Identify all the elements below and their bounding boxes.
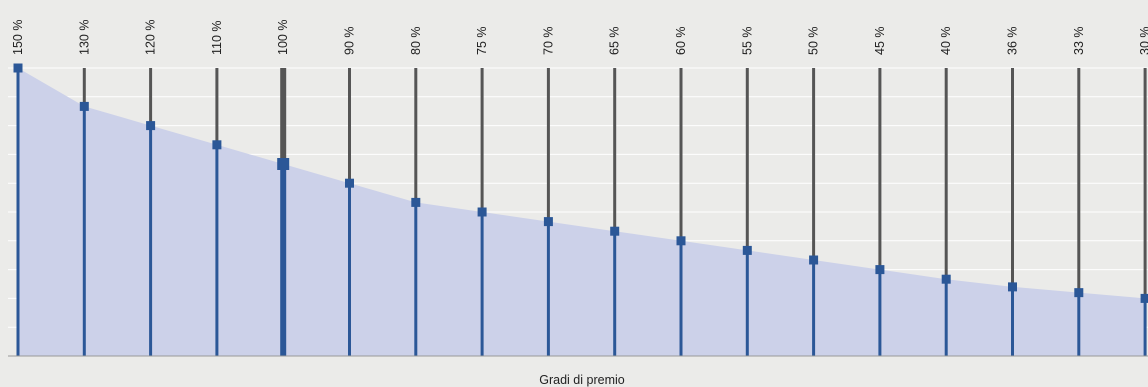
tick-label: 100 % bbox=[276, 20, 290, 55]
data-point bbox=[411, 197, 421, 207]
data-point bbox=[1008, 282, 1017, 292]
data-point bbox=[941, 274, 951, 284]
data-point bbox=[277, 158, 290, 170]
data-point bbox=[477, 207, 487, 217]
data-point bbox=[13, 63, 23, 73]
tick-label: 40 % bbox=[939, 27, 953, 56]
tick-label: 80 % bbox=[409, 27, 423, 56]
data-point bbox=[79, 101, 89, 111]
tick-label: 55 % bbox=[740, 27, 754, 56]
data-point bbox=[610, 226, 620, 236]
tick-label: 75 % bbox=[475, 27, 489, 55]
data-point bbox=[543, 217, 553, 227]
data-point bbox=[1074, 288, 1084, 298]
tick-label: 130 % bbox=[77, 20, 91, 55]
data-point bbox=[875, 265, 885, 275]
data-point bbox=[345, 178, 354, 188]
tick-label: 45 % bbox=[873, 27, 887, 56]
tick-label: 50 % bbox=[807, 27, 821, 56]
area-series bbox=[18, 68, 1146, 356]
tick-label: 60 % bbox=[674, 27, 688, 56]
tick-labels: 150 % 130 % 120 % 110 % 100 % 90 % 80 % 75 % 70 … bbox=[11, 20, 1148, 55]
tick-label: 90 % bbox=[343, 27, 357, 56]
markers bbox=[13, 63, 1148, 303]
data-point bbox=[676, 236, 686, 246]
tick-label: 65 % bbox=[608, 27, 622, 56]
tick-label: 150 % bbox=[11, 20, 25, 55]
data-point bbox=[146, 121, 156, 131]
data-point bbox=[212, 140, 222, 150]
tick-label: 70 % bbox=[541, 27, 555, 56]
area-fill bbox=[18, 68, 1146, 356]
data-point bbox=[1140, 293, 1148, 303]
tick-label: 33 % bbox=[1072, 27, 1086, 56]
tick-label: 30 % bbox=[1138, 27, 1148, 56]
tick-label: 110 % bbox=[210, 20, 224, 55]
tick-label: 36 % bbox=[1006, 27, 1020, 56]
tick-label: 120 % bbox=[144, 20, 158, 55]
stems bbox=[16, 68, 1147, 356]
x-axis-title: Gradi di premio bbox=[539, 373, 624, 387]
data-point bbox=[742, 245, 752, 255]
data-point bbox=[809, 255, 819, 265]
